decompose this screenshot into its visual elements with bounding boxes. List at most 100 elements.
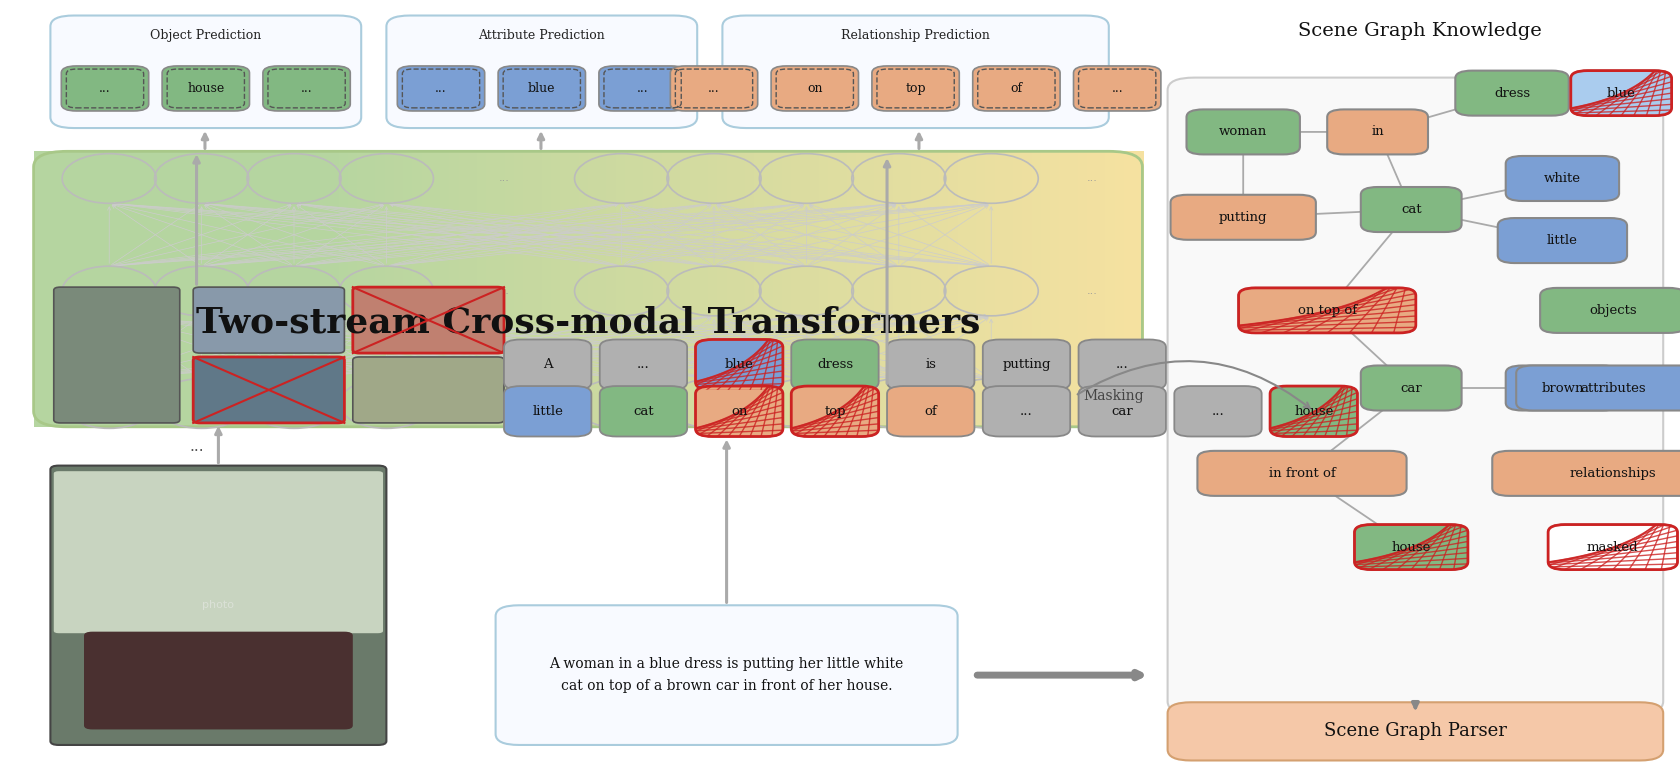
FancyBboxPatch shape	[62, 66, 148, 111]
Text: masked: masked	[1588, 541, 1638, 553]
Bar	[654, 151, 664, 427]
Bar	[477, 151, 489, 427]
FancyBboxPatch shape	[1270, 386, 1357, 436]
Bar	[727, 151, 738, 427]
Bar	[606, 151, 618, 427]
Bar	[302, 151, 312, 427]
FancyBboxPatch shape	[696, 386, 783, 436]
FancyBboxPatch shape	[1571, 71, 1672, 116]
Bar	[245, 151, 257, 427]
Bar	[948, 151, 959, 427]
Bar	[1068, 151, 1079, 427]
Bar	[598, 151, 608, 427]
Text: relationships: relationships	[1569, 467, 1656, 480]
Bar	[255, 151, 265, 427]
FancyBboxPatch shape	[1198, 451, 1406, 496]
Bar	[643, 151, 655, 427]
FancyBboxPatch shape	[504, 386, 591, 436]
Text: Attribute Prediction: Attribute Prediction	[479, 29, 605, 43]
FancyBboxPatch shape	[1174, 386, 1262, 436]
Text: of: of	[1010, 82, 1023, 95]
Bar	[717, 151, 729, 427]
FancyBboxPatch shape	[887, 386, 974, 436]
Bar	[857, 151, 867, 427]
FancyBboxPatch shape	[398, 66, 486, 111]
FancyBboxPatch shape	[193, 357, 344, 423]
Text: putting: putting	[1003, 359, 1050, 371]
Text: top: top	[825, 405, 845, 417]
Bar	[97, 151, 109, 427]
FancyBboxPatch shape	[1079, 386, 1166, 436]
Bar	[366, 151, 376, 427]
Bar	[459, 151, 470, 427]
Bar	[1105, 151, 1116, 427]
Text: ...: ...	[1112, 82, 1122, 95]
Bar	[828, 151, 840, 427]
FancyBboxPatch shape	[1361, 187, 1462, 232]
Bar	[134, 151, 146, 427]
Text: A: A	[543, 359, 553, 371]
Text: little: little	[533, 405, 563, 417]
Bar	[1021, 151, 1033, 427]
Bar	[385, 151, 396, 427]
Bar	[181, 151, 193, 427]
FancyBboxPatch shape	[983, 340, 1070, 390]
Text: photo: photo	[202, 601, 235, 610]
Bar	[1079, 151, 1089, 427]
Bar	[524, 151, 534, 427]
FancyBboxPatch shape	[1455, 71, 1569, 116]
Bar	[118, 151, 128, 427]
Text: in front of: in front of	[1268, 467, 1336, 480]
Bar	[292, 151, 302, 427]
Bar	[44, 151, 54, 427]
Text: putting: putting	[1220, 211, 1267, 223]
FancyBboxPatch shape	[887, 340, 974, 390]
Bar	[939, 151, 951, 427]
FancyBboxPatch shape	[670, 66, 758, 111]
Text: Relationship Prediction: Relationship Prediction	[842, 29, 990, 43]
Bar	[884, 151, 894, 427]
Bar	[709, 151, 719, 427]
FancyBboxPatch shape	[161, 66, 249, 111]
Bar	[126, 151, 138, 427]
FancyBboxPatch shape	[496, 605, 958, 745]
Bar	[820, 151, 830, 427]
Bar	[329, 151, 339, 427]
Bar	[393, 151, 405, 427]
Bar	[931, 151, 941, 427]
Bar	[237, 151, 249, 427]
Bar	[71, 151, 81, 427]
Bar	[1013, 151, 1023, 427]
Bar	[1032, 151, 1042, 427]
FancyBboxPatch shape	[1515, 365, 1680, 411]
FancyBboxPatch shape	[872, 66, 959, 111]
Text: ...: ...	[99, 82, 111, 95]
Text: ...: ...	[301, 82, 312, 95]
Text: cat: cat	[1401, 203, 1421, 216]
Bar	[376, 151, 386, 427]
Bar	[163, 151, 175, 427]
Text: dress: dress	[816, 359, 853, 371]
Text: house: house	[1294, 405, 1334, 417]
Bar	[52, 151, 62, 427]
FancyBboxPatch shape	[696, 386, 783, 436]
Text: ...: ...	[1087, 286, 1097, 296]
Text: ...: ...	[637, 82, 648, 95]
Bar	[847, 151, 857, 427]
Text: house: house	[186, 82, 225, 95]
Bar	[690, 151, 701, 427]
FancyBboxPatch shape	[598, 66, 687, 111]
Text: A woman in a blue dress is putting her little white
cat on top of a brown car in: A woman in a blue dress is putting her l…	[549, 657, 904, 693]
Text: house: house	[1391, 541, 1431, 553]
FancyBboxPatch shape	[1074, 66, 1161, 111]
Bar	[1042, 151, 1052, 427]
Bar	[218, 151, 228, 427]
FancyBboxPatch shape	[50, 16, 361, 128]
Bar	[514, 151, 526, 427]
Text: brown: brown	[1541, 382, 1584, 394]
Text: ...: ...	[1087, 399, 1097, 408]
FancyBboxPatch shape	[1270, 386, 1357, 436]
Text: Scene Graph Parser: Scene Graph Parser	[1324, 722, 1507, 740]
Bar	[348, 151, 360, 427]
FancyBboxPatch shape	[353, 287, 504, 353]
